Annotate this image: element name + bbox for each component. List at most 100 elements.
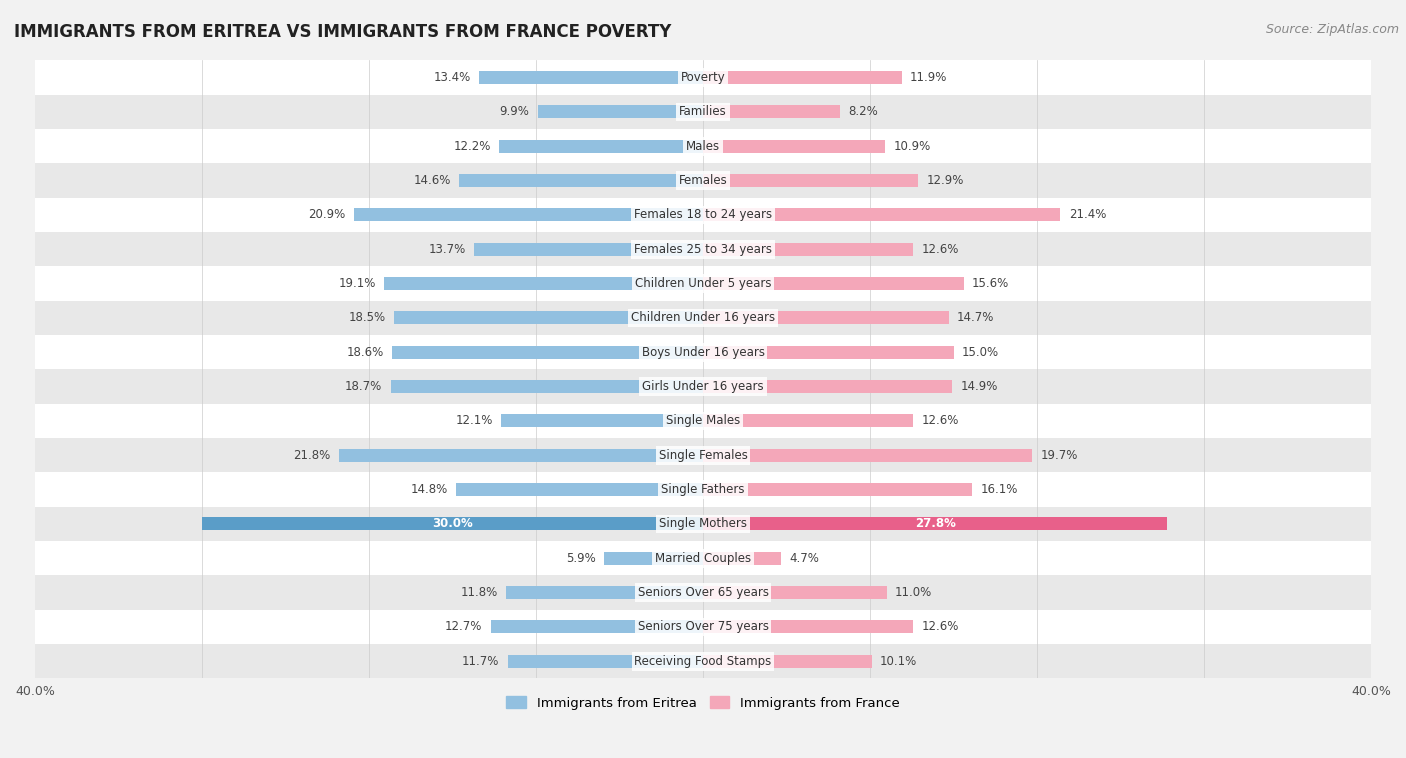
Bar <box>703 105 839 118</box>
Bar <box>202 518 703 531</box>
Bar <box>703 586 887 599</box>
Text: Source: ZipAtlas.com: Source: ZipAtlas.com <box>1265 23 1399 36</box>
Bar <box>35 404 1371 438</box>
Text: 13.7%: 13.7% <box>429 243 465 255</box>
Bar <box>703 139 884 153</box>
Bar <box>703 552 782 565</box>
Text: 11.9%: 11.9% <box>910 71 948 84</box>
Bar <box>394 312 703 324</box>
Text: Boys Under 16 years: Boys Under 16 years <box>641 346 765 359</box>
Text: 11.8%: 11.8% <box>460 586 498 599</box>
Text: 30.0%: 30.0% <box>432 518 472 531</box>
Bar <box>35 267 1371 301</box>
Bar <box>537 105 703 118</box>
Text: 12.6%: 12.6% <box>922 243 959 255</box>
Text: Seniors Over 75 years: Seniors Over 75 years <box>637 621 769 634</box>
Text: IMMIGRANTS FROM ERITREA VS IMMIGRANTS FROM FRANCE POVERTY: IMMIGRANTS FROM ERITREA VS IMMIGRANTS FR… <box>14 23 672 41</box>
Text: 18.7%: 18.7% <box>344 380 382 393</box>
Text: Single Males: Single Males <box>666 415 740 428</box>
Text: Females: Females <box>679 174 727 187</box>
Text: 21.8%: 21.8% <box>294 449 330 462</box>
Bar <box>491 620 703 634</box>
Text: 20.9%: 20.9% <box>308 208 346 221</box>
Text: Poverty: Poverty <box>681 71 725 84</box>
Text: 13.4%: 13.4% <box>433 71 471 84</box>
Bar <box>703 620 914 634</box>
Text: 12.1%: 12.1% <box>456 415 492 428</box>
Text: 14.6%: 14.6% <box>413 174 451 187</box>
Bar <box>35 438 1371 472</box>
Bar <box>703 208 1060 221</box>
Bar <box>703 483 972 496</box>
Text: 10.9%: 10.9% <box>893 139 931 153</box>
Text: Males: Males <box>686 139 720 153</box>
Text: Females 18 to 24 years: Females 18 to 24 years <box>634 208 772 221</box>
Text: 12.6%: 12.6% <box>922 621 959 634</box>
Text: Girls Under 16 years: Girls Under 16 years <box>643 380 763 393</box>
Text: 15.0%: 15.0% <box>962 346 1000 359</box>
Bar <box>605 552 703 565</box>
Bar <box>508 655 703 668</box>
Text: 12.6%: 12.6% <box>922 415 959 428</box>
Bar <box>703 174 918 187</box>
Bar <box>35 575 1371 609</box>
Bar <box>703 518 1167 531</box>
Bar <box>703 415 914 428</box>
Bar <box>703 655 872 668</box>
Text: Married Couples: Married Couples <box>655 552 751 565</box>
Text: 15.6%: 15.6% <box>972 277 1010 290</box>
Bar <box>35 129 1371 164</box>
Bar <box>35 609 1371 644</box>
Text: Families: Families <box>679 105 727 118</box>
Text: Receiving Food Stamps: Receiving Food Stamps <box>634 655 772 668</box>
Text: 16.1%: 16.1% <box>980 483 1018 496</box>
Text: 12.7%: 12.7% <box>446 621 482 634</box>
Bar <box>35 198 1371 232</box>
Text: Single Females: Single Females <box>658 449 748 462</box>
Bar <box>703 346 953 359</box>
Legend: Immigrants from Eritrea, Immigrants from France: Immigrants from Eritrea, Immigrants from… <box>501 691 905 715</box>
Text: 27.8%: 27.8% <box>915 518 956 531</box>
Bar <box>703 277 963 290</box>
Text: 19.1%: 19.1% <box>339 277 375 290</box>
Text: 11.7%: 11.7% <box>461 655 499 668</box>
Text: 19.7%: 19.7% <box>1040 449 1078 462</box>
Bar <box>339 449 703 462</box>
Bar <box>35 369 1371 404</box>
Text: 12.2%: 12.2% <box>454 139 491 153</box>
Bar <box>35 61 1371 95</box>
Text: 10.1%: 10.1% <box>880 655 917 668</box>
Bar <box>354 208 703 221</box>
Bar <box>391 380 703 393</box>
Bar <box>35 644 1371 678</box>
Text: Children Under 16 years: Children Under 16 years <box>631 312 775 324</box>
Bar <box>703 449 1032 462</box>
Text: 14.7%: 14.7% <box>957 312 994 324</box>
Bar <box>474 243 703 255</box>
Bar <box>703 71 901 84</box>
Bar <box>456 483 703 496</box>
Bar <box>35 507 1371 541</box>
Bar <box>35 472 1371 507</box>
Bar <box>35 541 1371 575</box>
Text: 5.9%: 5.9% <box>567 552 596 565</box>
Text: 9.9%: 9.9% <box>499 105 529 118</box>
Text: Single Mothers: Single Mothers <box>659 518 747 531</box>
Text: Females 25 to 34 years: Females 25 to 34 years <box>634 243 772 255</box>
Text: 4.7%: 4.7% <box>790 552 820 565</box>
Text: Seniors Over 65 years: Seniors Over 65 years <box>637 586 769 599</box>
Text: 18.5%: 18.5% <box>349 312 385 324</box>
Bar <box>479 71 703 84</box>
Text: 12.9%: 12.9% <box>927 174 965 187</box>
Bar <box>35 164 1371 198</box>
Text: 8.2%: 8.2% <box>848 105 879 118</box>
Text: 14.9%: 14.9% <box>960 380 998 393</box>
Bar <box>506 586 703 599</box>
Text: Single Fathers: Single Fathers <box>661 483 745 496</box>
Text: 11.0%: 11.0% <box>896 586 932 599</box>
Text: Children Under 5 years: Children Under 5 years <box>634 277 772 290</box>
Bar <box>35 232 1371 267</box>
Bar <box>703 380 952 393</box>
Text: 21.4%: 21.4% <box>1069 208 1107 221</box>
Bar <box>499 139 703 153</box>
